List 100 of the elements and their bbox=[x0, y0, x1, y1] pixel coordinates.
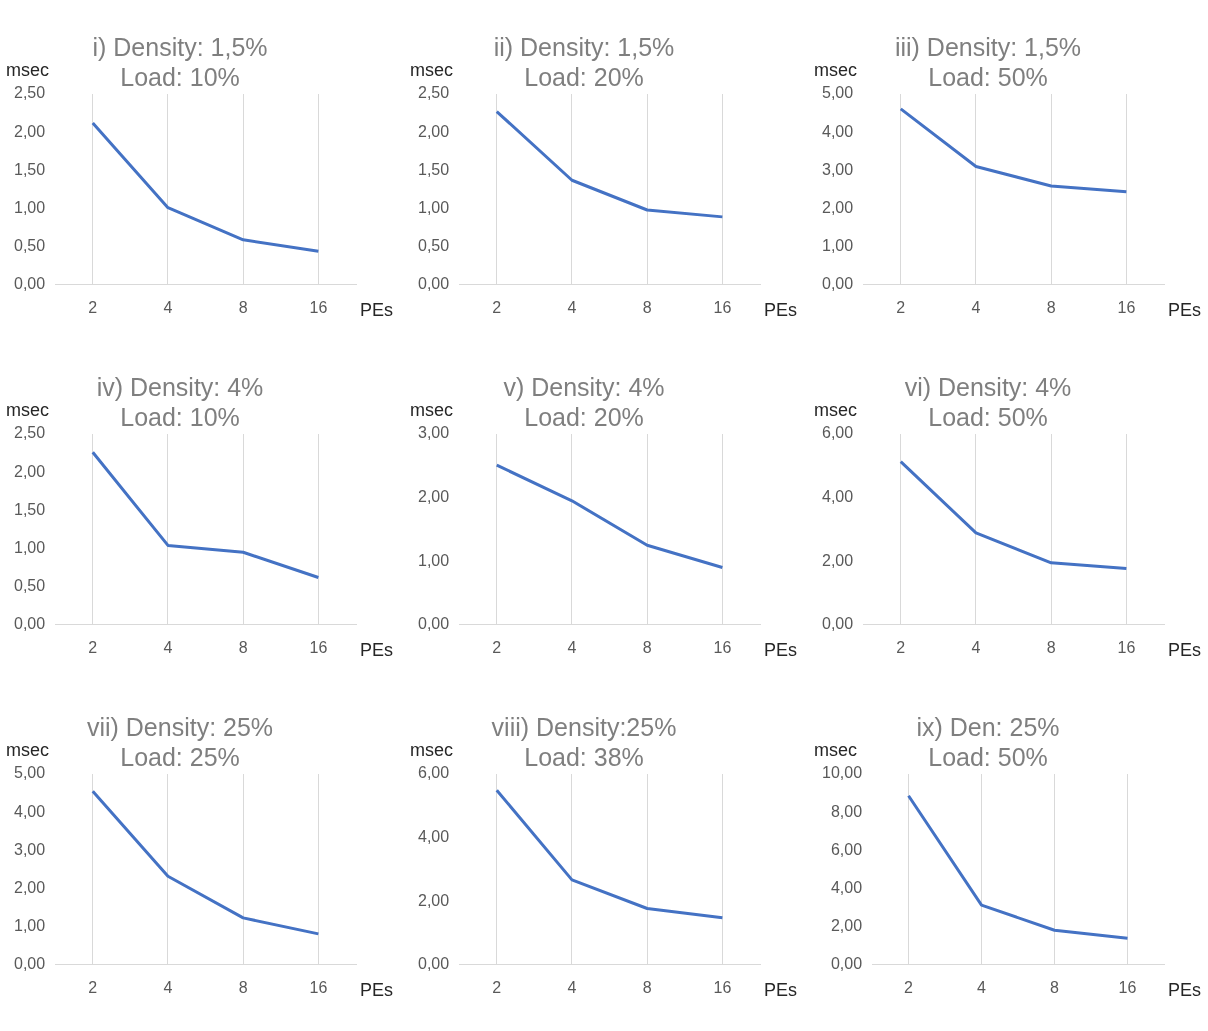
y-tick-label: 5,00 bbox=[14, 764, 46, 782]
y-tick-label: 0,00 bbox=[822, 275, 854, 293]
y-tick-label: 2,00 bbox=[830, 917, 863, 935]
y-tick-label: 1,00 bbox=[418, 198, 450, 216]
chart-title: viii) Density:25% Load: 38% bbox=[491, 712, 677, 771]
y-tick-label: 2,50 bbox=[14, 424, 46, 442]
y-tick-label: 2,00 bbox=[14, 122, 46, 140]
x-tick-label: 8 bbox=[1046, 638, 1056, 656]
x-tick-label: 16 bbox=[309, 638, 328, 656]
chart-title: vii) Density: 25% Load: 25% bbox=[86, 712, 274, 771]
x-tick-label: 8 bbox=[642, 978, 652, 996]
y-tick-label: 2,00 bbox=[14, 462, 46, 480]
y-tick-label: 4,00 bbox=[418, 828, 450, 846]
y-tick-label: 3,00 bbox=[14, 840, 46, 858]
y-tick-label: 1,00 bbox=[14, 198, 46, 216]
y-tick-label: 1,50 bbox=[14, 160, 46, 178]
y-tick-label: 2,00 bbox=[822, 198, 854, 216]
y-tick-label: 2,00 bbox=[418, 122, 450, 140]
y-tick-label: 0,00 bbox=[418, 275, 450, 293]
y-tick-label: 10,00 bbox=[821, 764, 863, 782]
y-tick-label: 1,00 bbox=[822, 237, 854, 255]
x-tick-label: 4 bbox=[971, 298, 981, 316]
x-tick-label: 8 bbox=[1046, 298, 1056, 316]
y-tick-label: 2,00 bbox=[418, 891, 450, 909]
y-tick-label: 0,00 bbox=[830, 955, 863, 973]
x-tick-label: 16 bbox=[1117, 638, 1136, 656]
x-tick-label: 2 bbox=[896, 298, 906, 316]
y-axis-title: msec bbox=[410, 739, 454, 760]
x-axis-title: PEs bbox=[360, 299, 394, 320]
y-axis-title: msec bbox=[6, 59, 50, 80]
y-axis-title: msec bbox=[814, 399, 858, 420]
x-axis-title: PEs bbox=[360, 639, 394, 660]
x-tick-label: 4 bbox=[567, 298, 577, 316]
y-tick-label: 4,00 bbox=[14, 802, 46, 820]
y-tick-label: 1,00 bbox=[418, 551, 450, 569]
x-axis-title: PEs bbox=[764, 979, 798, 1000]
y-tick-label: 5,00 bbox=[822, 84, 854, 102]
x-tick-label: 8 bbox=[1050, 978, 1060, 996]
y-tick-label: 8,00 bbox=[830, 802, 863, 820]
x-tick-label: 2 bbox=[88, 638, 98, 656]
x-tick-label: 2 bbox=[904, 978, 914, 996]
y-axis-title: msec bbox=[6, 399, 50, 420]
x-tick-label: 8 bbox=[642, 298, 652, 316]
y-axis-title: msec bbox=[410, 59, 454, 80]
y-tick-label: 4,00 bbox=[830, 878, 863, 896]
x-tick-label: 4 bbox=[163, 298, 173, 316]
y-tick-label: 6,00 bbox=[822, 424, 854, 442]
x-axis-title: PEs bbox=[764, 299, 798, 320]
y-tick-label: 0,00 bbox=[418, 955, 450, 973]
y-tick-label: 1,00 bbox=[14, 917, 46, 935]
x-tick-label: 16 bbox=[713, 298, 732, 316]
y-tick-label: 0,00 bbox=[14, 615, 46, 633]
y-axis-title: msec bbox=[410, 399, 454, 420]
y-tick-label: 3,00 bbox=[822, 160, 854, 178]
x-tick-label: 4 bbox=[567, 978, 577, 996]
chart-title: iv) Density: 4% Load: 10% bbox=[96, 372, 264, 431]
x-tick-label: 8 bbox=[238, 298, 248, 316]
x-tick-label: 4 bbox=[163, 978, 173, 996]
x-tick-label: 16 bbox=[713, 978, 732, 996]
x-tick-label: 16 bbox=[1117, 298, 1136, 316]
y-tick-label: 1,50 bbox=[14, 500, 46, 518]
x-tick-label: 4 bbox=[971, 638, 981, 656]
y-tick-label: 0,50 bbox=[14, 237, 46, 255]
x-tick-label: 8 bbox=[642, 638, 652, 656]
y-tick-label: 2,00 bbox=[418, 488, 450, 506]
y-tick-label: 4,00 bbox=[822, 488, 854, 506]
x-axis-title: PEs bbox=[1168, 979, 1202, 1000]
x-axis-title: PEs bbox=[764, 639, 798, 660]
chart-title: iii) Density: 1,5% Load: 50% bbox=[894, 32, 1082, 91]
chart-title: ii) Density: 1,5% Load: 20% bbox=[493, 32, 675, 91]
x-tick-label: 2 bbox=[492, 638, 502, 656]
y-tick-label: 0,00 bbox=[14, 275, 46, 293]
x-tick-label: 8 bbox=[238, 638, 248, 656]
x-tick-label: 4 bbox=[163, 638, 173, 656]
y-tick-label: 0,50 bbox=[418, 237, 450, 255]
y-tick-label: 6,00 bbox=[418, 764, 450, 782]
x-tick-label: 16 bbox=[309, 978, 328, 996]
chart-title: i) Density: 1,5% Load: 10% bbox=[92, 32, 268, 91]
y-tick-label: 2,50 bbox=[418, 84, 450, 102]
x-axis-title: PEs bbox=[1168, 299, 1202, 320]
y-tick-label: 2,00 bbox=[14, 878, 46, 896]
y-tick-label: 6,00 bbox=[830, 840, 863, 858]
y-tick-label: 0,50 bbox=[14, 577, 46, 595]
x-tick-label: 8 bbox=[238, 978, 248, 996]
x-tick-label: 2 bbox=[88, 978, 98, 996]
x-tick-label: 2 bbox=[88, 298, 98, 316]
y-tick-label: 3,00 bbox=[418, 424, 450, 442]
y-axis-title: msec bbox=[6, 739, 50, 760]
y-tick-label: 4,00 bbox=[822, 122, 854, 140]
y-axis-title: msec bbox=[814, 739, 858, 760]
x-tick-label: 2 bbox=[492, 978, 502, 996]
x-axis-title: PEs bbox=[1168, 639, 1202, 660]
y-axis-title: msec bbox=[814, 59, 858, 80]
y-tick-label: 0,00 bbox=[418, 615, 450, 633]
x-tick-label: 4 bbox=[977, 978, 987, 996]
y-tick-label: 0,00 bbox=[14, 955, 46, 973]
y-tick-label: 1,50 bbox=[418, 160, 450, 178]
chart-title: v) Density: 4% Load: 20% bbox=[503, 372, 665, 431]
x-tick-label: 16 bbox=[713, 638, 732, 656]
y-tick-label: 2,50 bbox=[14, 84, 46, 102]
